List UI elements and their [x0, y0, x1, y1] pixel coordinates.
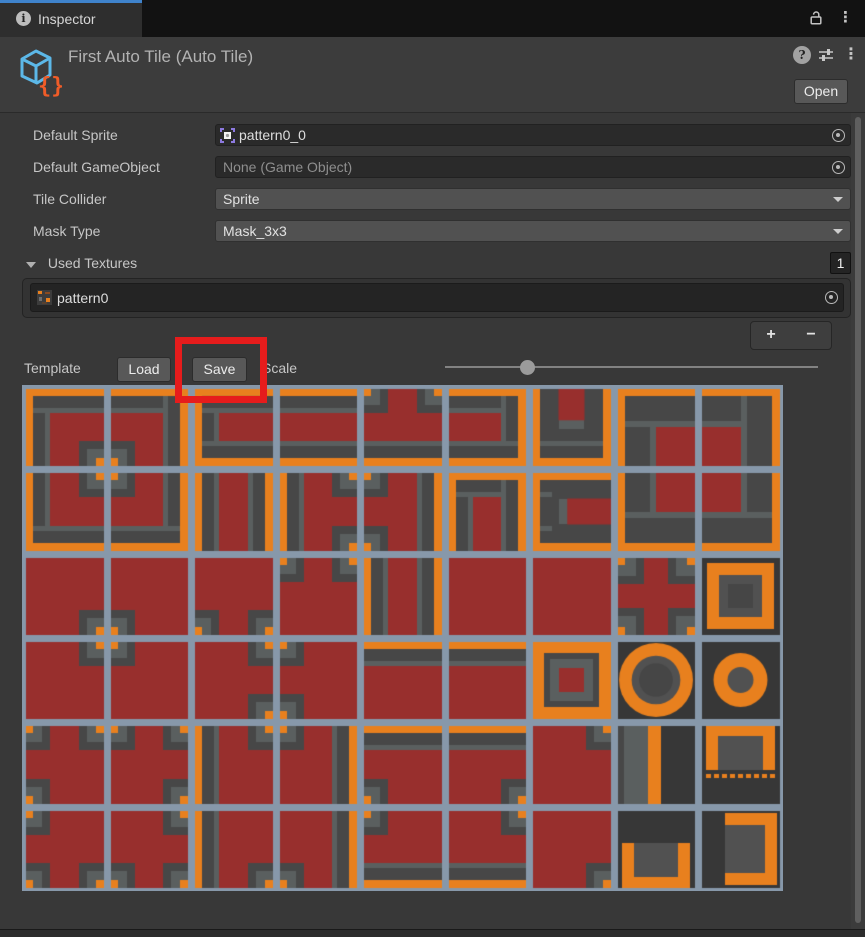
tile-collider-label: Tile Collider	[33, 191, 107, 207]
default-gameobject-label: Default GameObject	[33, 159, 160, 175]
mask-type-label: Mask Type	[33, 223, 101, 239]
load-button[interactable]: Load	[117, 357, 171, 382]
scriptable-object-icon: {}	[14, 43, 62, 97]
texture-name: pattern0	[57, 289, 109, 306]
object-picker-icon[interactable]	[825, 291, 838, 304]
list-add-remove-buttons: + −	[750, 321, 832, 350]
presets-icon[interactable]	[818, 47, 834, 63]
tile-collider-value: Sprite	[223, 191, 260, 207]
remove-button[interactable]: −	[806, 326, 816, 343]
default-sprite-value: pattern0_0	[239, 127, 306, 143]
default-sprite-label: Default Sprite	[33, 127, 118, 143]
used-textures-list: pattern0	[22, 278, 851, 318]
tab-inspector[interactable]: i Inspector	[0, 0, 142, 37]
template-label: Template	[24, 360, 81, 376]
window-bottom-strip	[0, 929, 865, 937]
scale-label: Scale	[262, 360, 298, 376]
texture-thumbnail-icon	[37, 290, 52, 305]
tab-bar: i Inspector ⋮	[0, 0, 865, 37]
default-gameobject-field[interactable]: None (Game Object)	[215, 156, 851, 178]
scrollbar-thumb[interactable]	[855, 117, 861, 923]
foldout-arrow-icon	[26, 262, 36, 268]
object-picker-icon[interactable]	[832, 160, 845, 174]
help-icon[interactable]: ?	[793, 46, 811, 64]
default-sprite-field[interactable]: pattern0_0	[215, 124, 851, 146]
unlock-icon[interactable]	[808, 10, 824, 26]
asset-title: First Auto Tile (Auto Tile)	[68, 47, 254, 66]
info-icon: i	[16, 11, 31, 26]
scale-slider[interactable]	[445, 366, 818, 368]
object-picker-icon[interactable]	[832, 128, 845, 142]
header-menu-icon[interactable]: ⋮	[843, 46, 859, 63]
window-menu-icon[interactable]: ⋮	[838, 9, 853, 26]
chevron-down-icon	[833, 228, 843, 234]
texture-list-item[interactable]: pattern0	[30, 283, 844, 312]
vertical-scrollbar	[851, 113, 865, 930]
used-textures-label: Used Textures	[47, 255, 138, 271]
add-button[interactable]: +	[766, 326, 776, 343]
tile-collider-dropdown[interactable]: Sprite	[215, 188, 851, 210]
used-textures-foldout[interactable]: Used Textures	[26, 252, 326, 274]
scale-slider-handle[interactable]	[520, 360, 536, 375]
mask-type-value: Mask_3x3	[223, 223, 287, 239]
default-gameobject-value: None (Game Object)	[223, 159, 353, 175]
annotation-highlight	[175, 337, 267, 403]
active-tab-accent	[0, 0, 142, 3]
used-textures-count[interactable]: 1	[830, 252, 851, 274]
sprite-icon	[220, 127, 235, 143]
save-button[interactable]: Save	[192, 357, 247, 382]
chevron-down-icon	[833, 196, 843, 202]
asset-header: {} First Auto Tile (Auto Tile) ? ⋮ Open	[0, 37, 865, 113]
tab-label: Inspector	[38, 10, 96, 27]
mask-type-dropdown[interactable]: Mask_3x3	[215, 220, 851, 242]
svg-text:{}: {}	[38, 74, 62, 97]
tile-template-preview[interactable]	[22, 385, 783, 891]
open-button[interactable]: Open	[794, 79, 848, 104]
